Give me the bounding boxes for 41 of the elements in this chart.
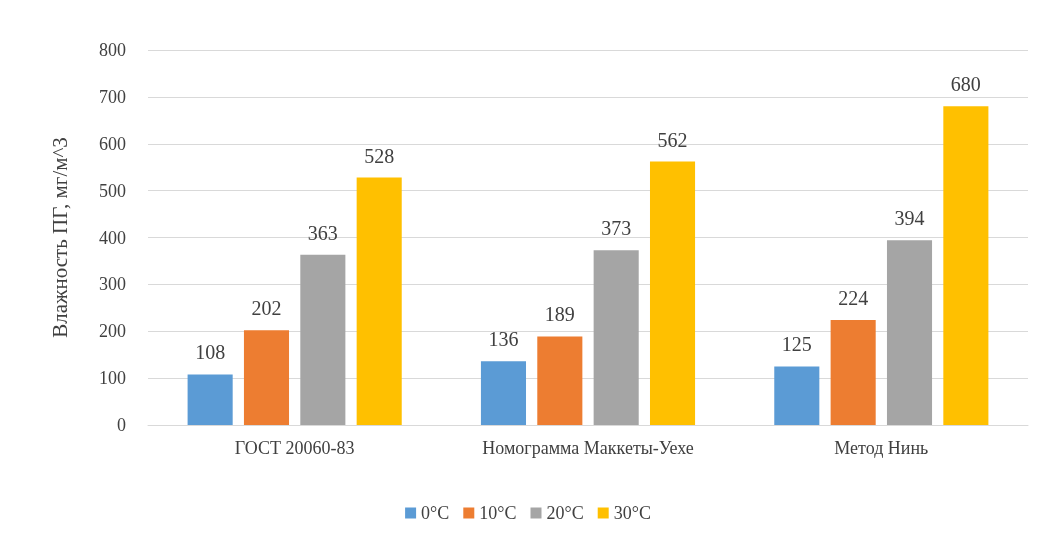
data-label: 224: [838, 287, 869, 309]
bar: [593, 250, 639, 425]
bar: [243, 330, 290, 425]
data-label: 125: [781, 333, 812, 356]
y-axis-title: Влажность ПГ, мг/м^3: [47, 137, 72, 338]
y-tick-label: 800: [99, 40, 126, 60]
bar: [480, 361, 527, 425]
bar: [943, 106, 989, 425]
bar: [187, 374, 233, 425]
legend-label: 0°C: [421, 503, 450, 523]
data-label: 528: [364, 144, 395, 167]
bar: [830, 320, 876, 425]
bar: [537, 336, 583, 425]
bar: [300, 254, 346, 425]
y-tick-label: 600: [99, 133, 126, 154]
bar: [356, 177, 402, 425]
x-tick-label: Метод Нинь: [834, 438, 929, 458]
y-tick-label: 200: [99, 321, 126, 342]
y-tick-label: 100: [99, 368, 126, 389]
data-label: 373: [601, 217, 632, 240]
data-label: 189: [544, 303, 575, 326]
bar: [649, 161, 696, 425]
data-label: 562: [657, 128, 688, 151]
data-label: 363: [307, 221, 338, 244]
y-tick-label: 0: [117, 415, 126, 435]
bar: [774, 366, 820, 425]
y-tick-label: 500: [99, 180, 126, 201]
y-tick-label: 700: [99, 86, 126, 107]
data-label: 136: [488, 328, 519, 351]
data-label: 108: [195, 341, 226, 364]
legend-label: 10°C: [479, 503, 517, 523]
legend-label: 20°C: [546, 503, 584, 523]
x-tick-label: ГОСТ 20060-83: [234, 438, 355, 458]
y-tick-label: 400: [99, 227, 126, 248]
data-label: 202: [251, 297, 282, 320]
data-label: 394: [894, 207, 925, 230]
y-tick-label: 300: [99, 274, 126, 295]
legend-label: 30°C: [613, 503, 651, 523]
x-tick-label: Номограмма Маккеты-Уехе: [482, 438, 694, 458]
data-label: 680: [950, 73, 981, 96]
bar: [886, 240, 933, 425]
